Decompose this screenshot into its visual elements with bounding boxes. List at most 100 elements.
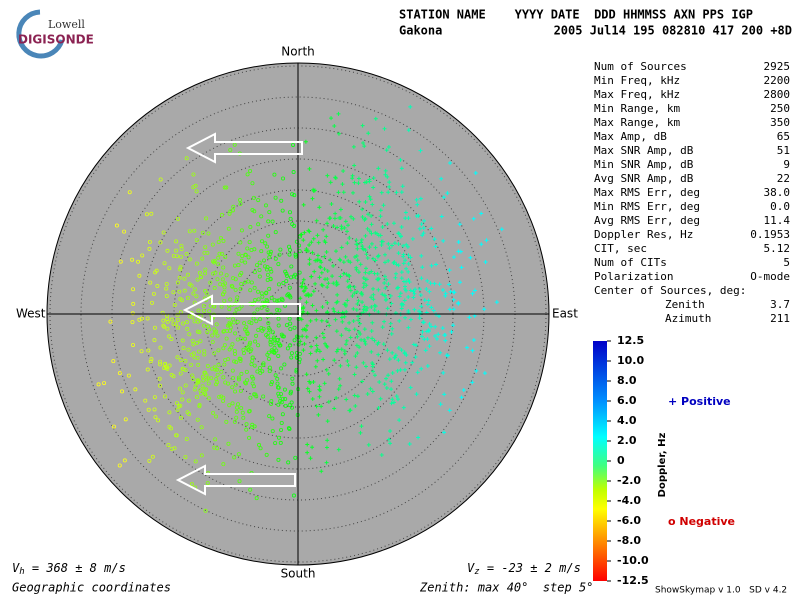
source-point — [233, 389, 238, 394]
source-point — [414, 197, 419, 202]
source-point — [242, 321, 247, 326]
source-point — [456, 301, 461, 306]
source-point — [266, 233, 271, 238]
source-point — [449, 329, 454, 334]
source-point — [418, 148, 423, 153]
source-point — [162, 362, 167, 367]
source-point — [187, 332, 192, 337]
source-point — [347, 320, 352, 325]
source-point — [448, 289, 453, 294]
param-label: Max Freq, kHz — [594, 88, 680, 101]
source-point — [292, 193, 297, 198]
source-point — [269, 380, 274, 385]
source-point — [315, 233, 320, 238]
source-point — [382, 274, 387, 279]
source-point — [210, 242, 215, 247]
source-point — [392, 260, 397, 265]
source-point — [359, 424, 364, 429]
source-point — [470, 380, 475, 385]
colorbar-tick-label: 10.0 — [617, 354, 644, 367]
source-point — [272, 350, 277, 355]
source-point — [346, 285, 351, 290]
source-point — [412, 291, 417, 296]
source-point — [238, 201, 243, 206]
source-point — [177, 275, 182, 280]
source-point — [265, 352, 270, 357]
source-point — [126, 373, 131, 378]
source-point — [323, 277, 328, 282]
source-point — [384, 277, 389, 282]
source-point — [276, 323, 281, 328]
source-point — [482, 371, 487, 376]
source-point — [399, 302, 404, 307]
param-label: CIT, sec — [594, 242, 647, 255]
source-point — [192, 228, 197, 233]
source-point — [362, 217, 367, 222]
source-point — [451, 307, 456, 312]
param-label: Polarization — [594, 270, 673, 283]
source-point — [325, 300, 330, 305]
source-point — [483, 260, 488, 265]
source-point — [377, 379, 382, 384]
source-point — [317, 394, 322, 399]
source-point — [373, 245, 378, 250]
source-point — [347, 235, 352, 240]
source-point — [399, 348, 404, 353]
source-point — [266, 321, 271, 326]
source-point — [339, 245, 344, 250]
source-point — [218, 235, 223, 240]
source-point — [348, 260, 353, 265]
zenith-info: Zenith: max 40° step 5° — [419, 581, 593, 595]
source-point — [355, 394, 360, 399]
param-label: Doppler Res, Hz — [594, 228, 693, 241]
source-point — [245, 246, 250, 251]
source-point — [213, 270, 218, 275]
source-point — [338, 363, 343, 368]
source-point — [238, 388, 243, 393]
source-point — [348, 214, 353, 219]
source-point — [342, 349, 347, 354]
source-point — [206, 381, 211, 386]
source-point — [216, 255, 221, 260]
source-point — [308, 380, 313, 385]
source-point — [351, 319, 356, 324]
source-point — [245, 172, 250, 177]
source-point — [247, 240, 252, 245]
source-point — [206, 231, 211, 236]
source-point — [272, 172, 277, 177]
source-point — [441, 370, 446, 375]
source-point — [406, 216, 411, 221]
source-point — [386, 373, 391, 378]
source-point — [276, 353, 281, 358]
source-point — [215, 333, 220, 338]
source-point — [279, 198, 284, 203]
source-point — [289, 405, 294, 410]
source-point — [363, 233, 368, 238]
source-point — [429, 305, 434, 310]
source-point — [324, 460, 329, 465]
source-point — [442, 333, 447, 338]
source-point — [371, 185, 376, 190]
source-point — [279, 420, 284, 425]
source-point — [302, 230, 307, 235]
source-point — [418, 196, 423, 201]
source-point — [416, 213, 421, 218]
source-point — [348, 288, 353, 293]
source-point — [248, 288, 253, 293]
source-point — [289, 264, 294, 269]
source-point — [282, 387, 287, 392]
source-point — [158, 177, 163, 182]
source-point — [362, 144, 367, 149]
source-point — [389, 243, 394, 248]
source-point — [248, 225, 253, 230]
source-point — [278, 247, 283, 252]
source-point — [267, 369, 272, 374]
source-point — [174, 433, 179, 438]
source-point — [191, 351, 196, 356]
source-point — [426, 329, 431, 334]
source-point — [388, 428, 393, 433]
source-point — [338, 383, 343, 388]
source-point — [287, 293, 292, 298]
source-point — [344, 397, 349, 402]
source-point — [401, 405, 406, 410]
